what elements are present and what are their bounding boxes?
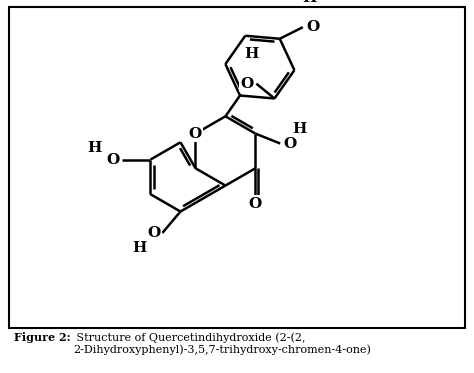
Text: H: H [87,141,101,155]
Text: Figure 2:: Figure 2: [14,332,71,343]
Text: Structure of Quercetindihydroxide (2-(2, 2-Dihydroxyphenyl)-3,5,7-trihydroxy-chr: Structure of Quercetindihydroxide (2-(2,… [73,332,371,355]
Text: H: H [302,0,317,4]
Text: O: O [107,153,120,167]
Text: O: O [283,137,297,151]
Text: O: O [147,226,161,240]
Text: O: O [249,197,262,210]
Text: O: O [240,77,254,91]
Text: O: O [189,126,202,141]
Text: H: H [244,47,259,61]
Text: O: O [306,20,319,34]
Text: H: H [132,241,146,255]
Text: H: H [293,122,307,136]
